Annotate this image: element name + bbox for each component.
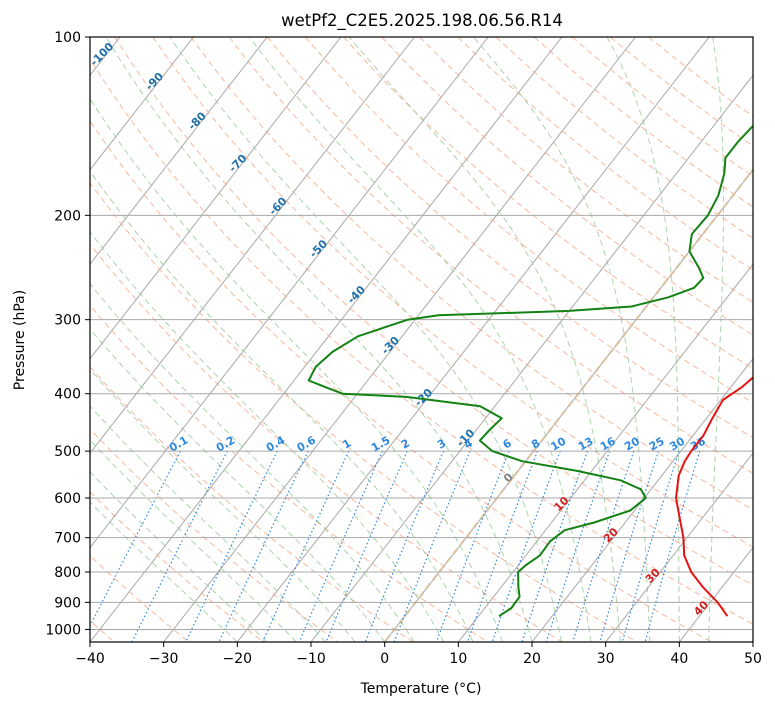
y-tick-label: 900 bbox=[54, 595, 81, 611]
moist-adiabat-line bbox=[606, 37, 680, 642]
isotherm-line bbox=[457, 263, 753, 642]
dry-adiabat-lines bbox=[90, 37, 753, 642]
dry-adiabat-line bbox=[90, 428, 339, 642]
y-tick-label: 400 bbox=[54, 387, 81, 403]
mixing-ratio-line bbox=[393, 450, 471, 642]
isotherm-line bbox=[236, 37, 710, 642]
mixing-ratio-line bbox=[90, 450, 181, 628]
dry-adiabat-line bbox=[228, 37, 753, 474]
dry-adiabat-line bbox=[90, 58, 753, 625]
x-tick-label: 20 bbox=[523, 651, 541, 667]
dry-adiabat-line bbox=[90, 304, 488, 642]
mixing-ratio-line bbox=[218, 450, 309, 642]
moist-adiabat-line bbox=[105, 37, 533, 642]
moist-adiabat-line bbox=[90, 328, 386, 642]
y-tick-label: 800 bbox=[54, 565, 81, 581]
dry-adiabat-line bbox=[266, 37, 753, 439]
mixing-ratio-line bbox=[521, 450, 589, 642]
x-tick-label: −20 bbox=[223, 651, 253, 667]
mixing-ratio-line bbox=[435, 450, 510, 642]
y-axis-label: Pressure (hPa) bbox=[12, 290, 28, 390]
x-tick-label: 10 bbox=[449, 651, 467, 667]
moist-adiabat-line bbox=[90, 282, 415, 642]
isotherm-line bbox=[90, 37, 415, 454]
temperature-profile bbox=[675, 376, 753, 617]
moist-adiabat-line bbox=[90, 471, 268, 642]
isotherm-line bbox=[90, 37, 342, 360]
isotherm-line bbox=[531, 357, 753, 642]
x-tick-label: −10 bbox=[296, 651, 326, 667]
x-tick-label: −40 bbox=[75, 651, 105, 667]
dry-adiabat-line bbox=[90, 491, 264, 642]
moist-adiabat-line bbox=[248, 37, 592, 642]
moist-adiabat-line bbox=[90, 97, 503, 642]
chart-title: wetPf2_C2E5.2025.198.06.56.R14 bbox=[281, 11, 563, 31]
dewpoint-profile bbox=[307, 124, 753, 618]
mixing-ratio-line bbox=[466, 450, 538, 642]
x-axis-label: Temperature (°C) bbox=[360, 681, 482, 697]
y-tick-label: 200 bbox=[54, 208, 81, 224]
isotherm-line bbox=[163, 37, 636, 642]
moist-adiabat-line bbox=[473, 37, 651, 642]
y-tick-label: 300 bbox=[54, 313, 81, 329]
sounding-profiles bbox=[307, 124, 753, 618]
pressure-gridlines bbox=[90, 37, 753, 630]
freezing-isotherm-line bbox=[383, 168, 753, 642]
x-tick-label: −30 bbox=[149, 651, 179, 667]
moist-adiabat-line bbox=[90, 439, 297, 642]
x-axis-ticks: −40 −30 −20 −10 0 10 20 30 40 50 bbox=[75, 642, 762, 667]
mixing-ratio-line bbox=[131, 450, 228, 642]
moist-adiabat-line bbox=[90, 405, 327, 642]
y-tick-label: 600 bbox=[54, 491, 81, 507]
moist-adiabat-line bbox=[708, 37, 724, 642]
dry-adiabat-line bbox=[114, 37, 753, 586]
mixing-ratio-lines bbox=[90, 450, 701, 642]
plot-frame bbox=[89, 36, 754, 643]
mixing-ratio-line bbox=[185, 450, 278, 642]
isotherm-line bbox=[90, 37, 489, 549]
y-tick-label: 1000 bbox=[45, 622, 81, 638]
y-axis-ticks: 100 200 300 400 500 600 700 800 900 1000 bbox=[45, 30, 90, 638]
y-tick-label: 100 bbox=[54, 30, 81, 46]
moist-adiabat-line bbox=[90, 501, 238, 642]
freezing-isotherm bbox=[383, 168, 753, 642]
dry-adiabat-line bbox=[90, 243, 563, 642]
dry-adiabat-line bbox=[90, 554, 190, 642]
x-tick-label: 30 bbox=[597, 651, 615, 667]
x-tick-label: 0 bbox=[380, 651, 389, 667]
dry-adiabat-line bbox=[90, 366, 414, 642]
isotherm-line bbox=[310, 74, 753, 642]
isotherm-line bbox=[678, 546, 753, 642]
mixing-ratio-line bbox=[545, 450, 611, 642]
moist-adiabat-line bbox=[90, 170, 474, 642]
mixing-ratio-line bbox=[621, 450, 680, 642]
moist-adiabat-line bbox=[90, 368, 356, 642]
y-tick-label: 700 bbox=[54, 531, 81, 547]
x-tick-label: 50 bbox=[744, 651, 762, 667]
dry-adiabat-line bbox=[90, 120, 712, 642]
dry-adiabat-line bbox=[304, 37, 753, 404]
moist-adiabat-lines bbox=[90, 37, 724, 642]
moist-adiabat-line bbox=[348, 37, 621, 642]
mixing-ratio-line bbox=[644, 450, 701, 642]
mixing-ratio-line bbox=[364, 450, 444, 642]
x-tick-label: 40 bbox=[670, 651, 688, 667]
y-tick-label: 500 bbox=[54, 444, 81, 460]
moist-adiabat-line bbox=[169, 37, 562, 642]
moist-adiabat-line bbox=[90, 230, 445, 642]
